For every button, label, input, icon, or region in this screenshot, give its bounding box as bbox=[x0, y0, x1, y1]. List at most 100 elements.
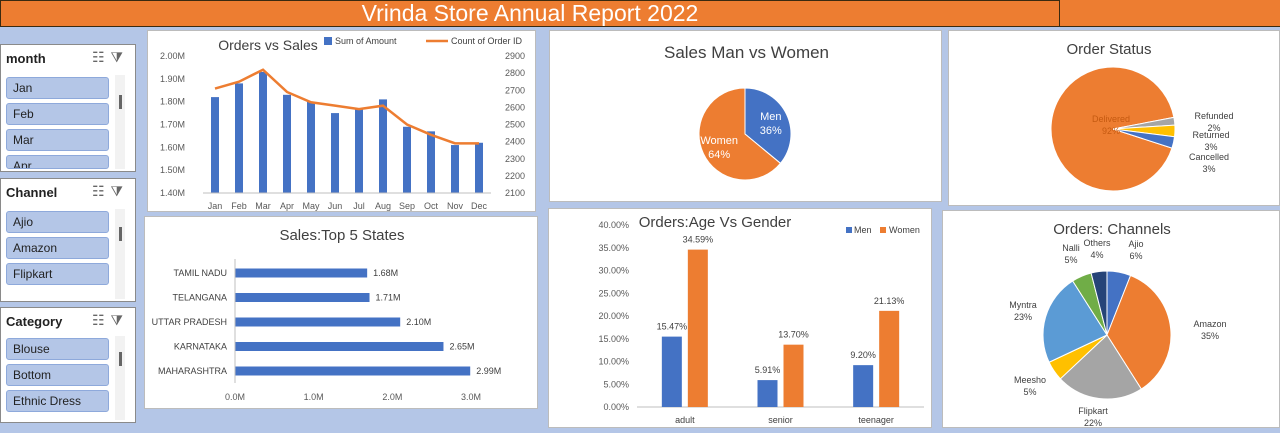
clear-filter-icon[interactable]: ⧩ bbox=[110, 183, 129, 199]
slice-women bbox=[698, 87, 782, 181]
slice-name-men: Men bbox=[760, 111, 781, 123]
legend-label-men: Men bbox=[854, 225, 872, 235]
slice-label-flipkart: 22% bbox=[1084, 418, 1102, 428]
age-gender-title: Orders:Age Vs Gender bbox=[638, 214, 792, 231]
value-label-teenager-men: 9.20% bbox=[850, 350, 876, 360]
x-tick-jul: Jul bbox=[353, 201, 365, 211]
slicer-item-jan[interactable]: Jan bbox=[6, 77, 109, 99]
legend-swatch-women bbox=[880, 227, 886, 233]
slice-label-returned: 3% bbox=[1204, 142, 1217, 152]
slicer-item-ajio[interactable]: Ajio bbox=[6, 211, 109, 233]
value-label-telangana: 1.71M bbox=[376, 293, 401, 303]
bar-apr bbox=[283, 94, 291, 193]
slice-name-amazon: Amazon bbox=[1193, 319, 1226, 329]
state-label-maharashtra: MAHARASHTRA bbox=[158, 366, 227, 376]
slicer-category-scrollbar[interactable] bbox=[115, 336, 125, 420]
x-tick-nov: Nov bbox=[447, 201, 464, 211]
x-tick-apr: Apr bbox=[280, 201, 294, 211]
value-label-maharashtra: 2.99M bbox=[476, 366, 501, 376]
bar-nov bbox=[451, 145, 459, 193]
slice-name-meesho: Meesho bbox=[1014, 375, 1046, 385]
top-states-title: Sales:Top 5 States bbox=[279, 227, 405, 244]
slicer-month-scrollbar[interactable] bbox=[115, 75, 125, 169]
slice-label-delivered: 92% bbox=[1102, 126, 1120, 136]
bar-maharashtra bbox=[235, 366, 471, 376]
x-tick-jun: Jun bbox=[328, 201, 343, 211]
slice-name-myntra: Myntra bbox=[1009, 300, 1037, 310]
y-tick-label: 1.80M bbox=[160, 97, 185, 107]
legend-swatch-amount bbox=[324, 37, 332, 45]
x-tick-dec: Dec bbox=[471, 201, 488, 211]
slicer-item-amazon[interactable]: Amazon bbox=[6, 237, 109, 259]
channels-panel[interactable]: Orders: Channels Ajio 6% Amazon 35% Flipkart… bbox=[942, 210, 1280, 428]
x-tick-oct: Oct bbox=[424, 201, 439, 211]
slice-name-returned: Returned bbox=[1192, 130, 1229, 140]
clear-filter-icon[interactable]: ⧩ bbox=[110, 312, 129, 328]
slicer-item-feb[interactable]: Feb bbox=[6, 103, 109, 125]
slicer-item-flipkart[interactable]: Flipkart bbox=[6, 263, 109, 285]
slicer-item-apr[interactable]: Apr bbox=[6, 155, 109, 169]
slicer-item-blouse[interactable]: Blouse bbox=[6, 338, 109, 360]
value-label-karnataka: 2.65M bbox=[449, 342, 474, 352]
x-tick-sep: Sep bbox=[399, 201, 415, 211]
value-label-teenager-women: 21.13% bbox=[874, 296, 905, 306]
multi-select-icon[interactable]: ☷ bbox=[91, 49, 111, 65]
orders-vs-sales-chart: Sum of Amount Count of Order ID 1.40M 1.50… bbox=[160, 36, 525, 211]
slicer-item-mar[interactable]: Mar bbox=[6, 129, 109, 151]
x-tick-feb: Feb bbox=[231, 201, 247, 211]
y2-tick-label: 2400 bbox=[505, 137, 525, 147]
legend-label-amount: Sum of Amount bbox=[335, 36, 397, 46]
bar-uttar-pradesh bbox=[235, 317, 401, 327]
slicer-month[interactable]: month ☷⧩ Jan Feb Mar Apr bbox=[0, 44, 136, 172]
x-tick-label: 3.0M bbox=[461, 392, 481, 402]
slicer-channel[interactable]: Channel ☷⧩ Ajio Amazon Flipkart bbox=[0, 178, 136, 302]
y-tick-label: 30.00% bbox=[598, 266, 629, 276]
slicer-channel-scrollbar[interactable] bbox=[115, 209, 125, 299]
age-gender-panel[interactable]: Orders:Age Vs Gender 0.00% 5.00% 10.00% 15.… bbox=[548, 208, 932, 428]
multi-select-icon[interactable]: ☷ bbox=[91, 183, 111, 199]
slicer-category-scroll-thumb[interactable] bbox=[119, 352, 122, 366]
slice-label-refunded: 2% bbox=[1207, 123, 1220, 133]
slicer-channel-scroll-thumb[interactable] bbox=[119, 227, 122, 241]
slicer-channel-icons: ☷⧩ bbox=[92, 183, 129, 200]
report-title: Vrinda Store Annual Report 2022 bbox=[0, 0, 1060, 27]
bar-teenager-women bbox=[879, 310, 900, 407]
slice-name-others: Others bbox=[1083, 238, 1111, 248]
x-tick-may: May bbox=[302, 201, 320, 211]
slice-label-women: 64% bbox=[708, 149, 730, 161]
bar-sep bbox=[403, 126, 411, 193]
bar-adult-women bbox=[687, 249, 708, 407]
value-label-uttar-pradesh: 2.10M bbox=[406, 317, 431, 327]
y2-tick-label: 2200 bbox=[505, 171, 525, 181]
clear-filter-icon[interactable]: ⧩ bbox=[110, 49, 129, 65]
multi-select-icon[interactable]: ☷ bbox=[91, 312, 111, 328]
slicer-item-bottom[interactable]: Bottom bbox=[6, 364, 109, 386]
y-tick-label: 1.50M bbox=[160, 165, 185, 175]
slice-others bbox=[1090, 270, 1108, 336]
y-tick-label: 5.00% bbox=[603, 379, 629, 389]
value-label-adult-men: 15.47% bbox=[657, 322, 688, 332]
slicer-month-scroll-thumb[interactable] bbox=[119, 95, 122, 109]
bar-feb bbox=[235, 83, 243, 193]
bar-teenager-men bbox=[853, 365, 874, 407]
x-tick-label: 1.0M bbox=[304, 392, 324, 402]
channels-title: Orders: Channels bbox=[1053, 221, 1171, 238]
legend-label-women: Women bbox=[889, 225, 920, 235]
bar-dec bbox=[475, 142, 483, 193]
orders-vs-sales-panel[interactable]: Orders vs Sales Sum of Amount Count of Or… bbox=[147, 30, 536, 212]
slicer-item-ethnic-dress[interactable]: Ethnic Dress bbox=[6, 390, 109, 412]
slicer-category[interactable]: Category ☷⧩ Blouse Bottom Ethnic Dress bbox=[0, 307, 136, 423]
y-tick-label: 35.00% bbox=[598, 243, 629, 253]
order-status-chart: Delivered92%Refunded2%Returned3%Cancelle… bbox=[1050, 66, 1234, 192]
slice-label-amazon: 35% bbox=[1201, 331, 1219, 341]
y2-tick-label: 2100 bbox=[505, 188, 525, 198]
legend-label-orders: Count of Order ID bbox=[451, 36, 523, 46]
top-states-panel[interactable]: Sales:Top 5 States TAMIL NADU 1.68M TELANG… bbox=[144, 216, 538, 409]
bar-jun bbox=[331, 113, 339, 193]
sales-gender-panel[interactable]: Sales Man vs Women Men 36% Women 64% bbox=[549, 30, 942, 202]
legend-swatch-men bbox=[846, 227, 852, 233]
slice-name-cancelled: Cancelled bbox=[1189, 152, 1229, 162]
slice-cancelled bbox=[1112, 128, 1176, 149]
value-label-adult-women: 34.59% bbox=[683, 235, 714, 245]
order-status-panel[interactable]: Order Status Delivered 92% Refunded 2% Retur… bbox=[948, 30, 1280, 206]
